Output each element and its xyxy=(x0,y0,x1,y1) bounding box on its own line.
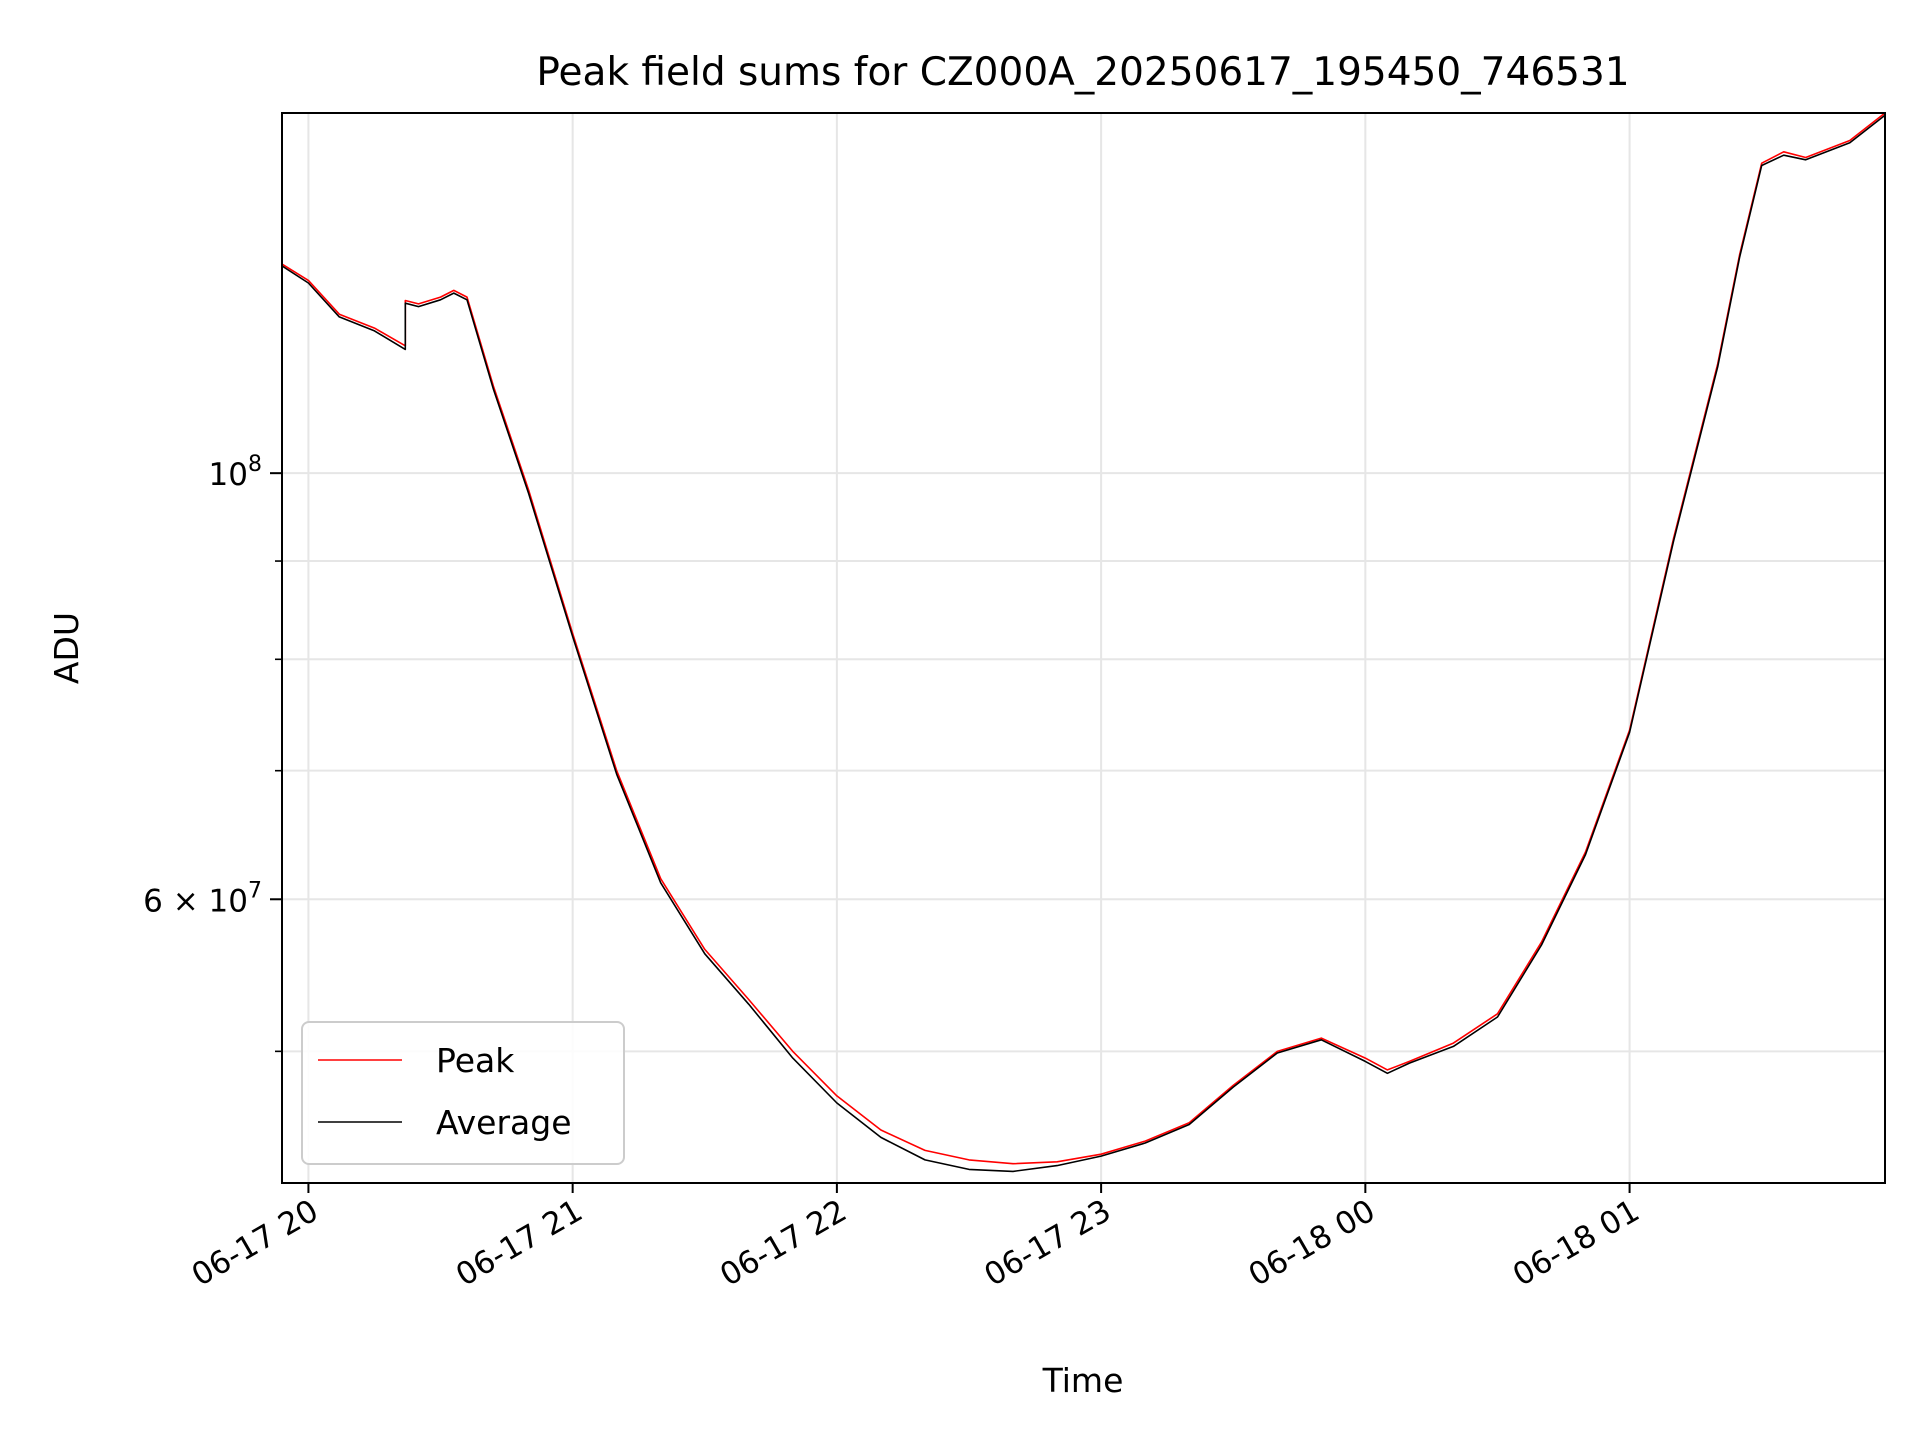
legend: Peak Average xyxy=(301,1021,625,1165)
legend-average-label: Average xyxy=(436,1103,572,1142)
plot-frame xyxy=(281,112,1886,1184)
legend-peak-label: Peak xyxy=(436,1041,515,1080)
y-axis-label: ADU xyxy=(47,612,86,684)
y-axis: 108 6 × 107 xyxy=(143,452,282,1053)
chart-title: Peak field sums for CZ000A_20250617_1954… xyxy=(536,50,1629,95)
y-tick-label: 108 xyxy=(209,452,262,493)
y-tick-label: 6 × 107 xyxy=(143,878,262,919)
legend-box xyxy=(301,1021,625,1165)
series-line-average xyxy=(282,114,1885,1173)
x-axis-label: Time xyxy=(1042,1361,1124,1400)
series-layer xyxy=(282,113,1885,1173)
